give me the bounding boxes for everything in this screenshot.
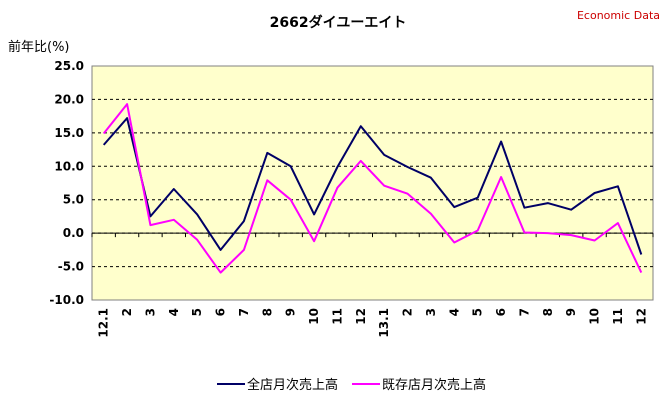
- x-tick-label: 10: [588, 308, 602, 325]
- chart-title: 2662ダイユーエイト: [270, 14, 407, 31]
- legend-label-all-stores: 全店月次売上高: [247, 377, 338, 393]
- plot-area: [91, 65, 654, 301]
- x-tick-label: 12: [634, 308, 648, 325]
- x-tick-label: 7: [517, 308, 531, 316]
- y-tick-label: 25.0: [54, 59, 84, 73]
- x-tick-labels: 12.1 2 3 4 5 6 7 8 9 10 11 12 13.1 2 3 4 5 6 7 8 9 10 11 12: [97, 308, 649, 338]
- x-tick-label: 12: [354, 308, 368, 325]
- x-tick-label: 6: [494, 308, 508, 316]
- x-tick-label: 5: [190, 308, 204, 316]
- x-tick-label: 13.1: [377, 308, 391, 338]
- source-label: Economic Data: [577, 9, 660, 22]
- x-tick-label: 4: [167, 308, 181, 316]
- y-tick-label: 5.0: [63, 193, 84, 207]
- y-tick-label: 0.0: [63, 226, 84, 240]
- x-tick-label: 11: [330, 308, 344, 325]
- x-tick-label: 3: [424, 308, 438, 316]
- y-tick-label: 10.0: [54, 159, 84, 173]
- series-line-all-stores: [102, 117, 643, 255]
- x-tick-label: 11: [611, 308, 625, 325]
- x-tick-label: 8: [541, 308, 555, 316]
- x-tick-label: 10: [307, 308, 321, 325]
- y-tick-label: -5.0: [58, 260, 84, 274]
- x-tick-label: 8: [260, 308, 274, 316]
- y-tick-label: 20.0: [54, 92, 84, 106]
- x-tick-label: 7: [237, 308, 251, 316]
- x-tick-label: 9: [284, 308, 298, 316]
- legend: 全店月次売上高 既存店月次売上高: [212, 372, 510, 398]
- series-line-existing-stores: [102, 103, 643, 274]
- x-tick-label: 2: [401, 308, 415, 316]
- x-tick-label: 5: [471, 308, 485, 316]
- y-tick-label: 15.0: [54, 126, 84, 140]
- x-tick-label: 4: [447, 308, 461, 316]
- y-tick-label: -10.0: [49, 293, 84, 307]
- x-tick-label: 6: [214, 308, 228, 316]
- y-tick-labels: 25.0 20.0 15.0 10.0 5.0 0.0 -5.0 -10.0: [49, 59, 84, 307]
- x-tick-label: 2: [120, 308, 134, 316]
- x-tick-label: 3: [143, 308, 157, 316]
- x-tick-label: 12.1: [97, 308, 111, 338]
- legend-label-existing-stores: 既存店月次売上高: [382, 377, 486, 393]
- y-axis-label: 前年比(%): [8, 39, 70, 55]
- x-tick-label: 9: [564, 308, 578, 316]
- series-lines: [102, 103, 643, 274]
